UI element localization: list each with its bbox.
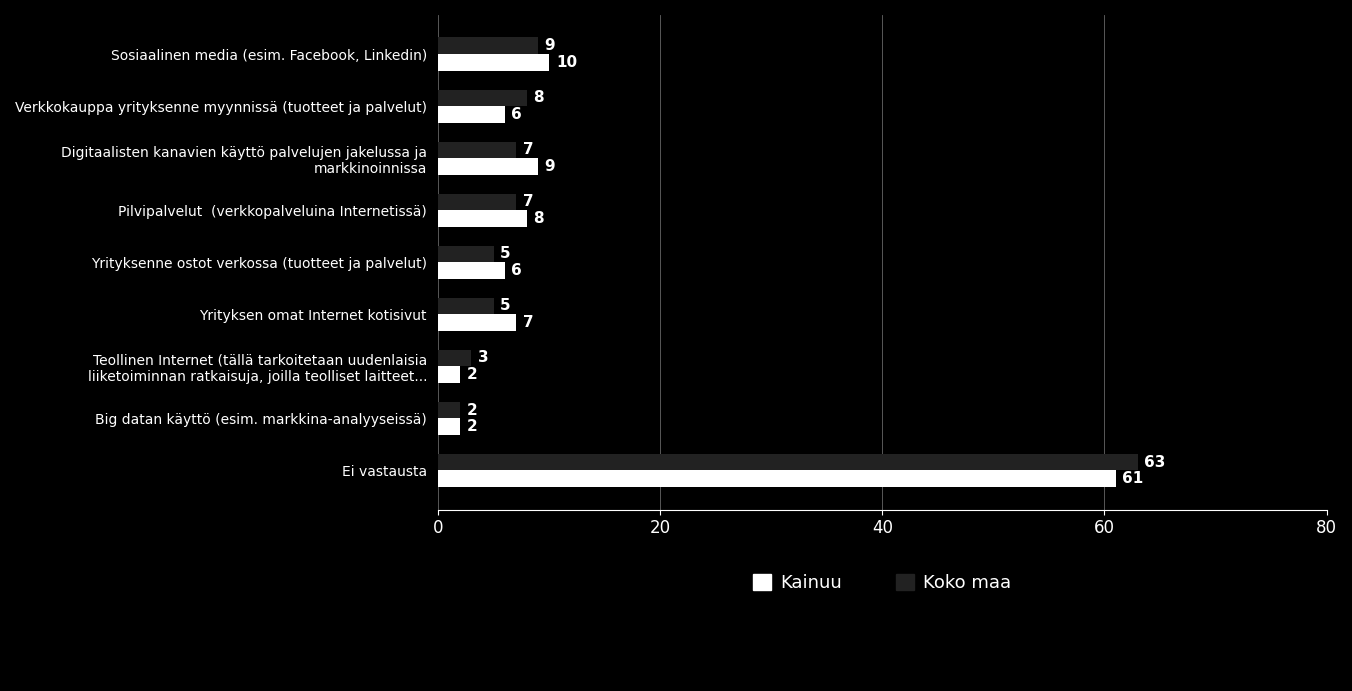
Text: 7: 7 xyxy=(522,315,533,330)
Text: 9: 9 xyxy=(545,38,556,53)
Bar xyxy=(438,366,460,383)
Bar xyxy=(438,471,1115,487)
Bar xyxy=(438,210,527,227)
Bar xyxy=(438,401,460,418)
Text: 6: 6 xyxy=(511,107,522,122)
Bar xyxy=(438,106,504,123)
Bar xyxy=(438,298,493,314)
Bar xyxy=(438,350,472,366)
Text: 2: 2 xyxy=(466,403,477,417)
Text: 5: 5 xyxy=(500,299,511,314)
Bar xyxy=(438,263,504,279)
Text: 2: 2 xyxy=(466,419,477,434)
Text: 61: 61 xyxy=(1122,471,1144,486)
Text: 63: 63 xyxy=(1144,455,1165,470)
Bar xyxy=(438,418,460,435)
Bar xyxy=(438,142,516,158)
Bar xyxy=(438,454,1138,471)
Bar xyxy=(438,90,527,106)
Text: 8: 8 xyxy=(534,211,545,226)
Text: 6: 6 xyxy=(511,263,522,278)
Bar xyxy=(438,245,493,263)
Text: 3: 3 xyxy=(479,350,488,366)
Text: 8: 8 xyxy=(534,91,545,105)
Bar xyxy=(438,37,538,54)
Bar xyxy=(438,54,549,70)
Text: 2: 2 xyxy=(466,367,477,382)
Text: 9: 9 xyxy=(545,159,556,174)
Bar xyxy=(438,314,516,331)
Legend: Kainuu, Koko maa: Kainuu, Koko maa xyxy=(746,567,1018,599)
Text: 7: 7 xyxy=(522,194,533,209)
Text: 5: 5 xyxy=(500,247,511,261)
Bar xyxy=(438,193,516,210)
Text: 7: 7 xyxy=(522,142,533,158)
Bar xyxy=(438,158,538,175)
Text: 10: 10 xyxy=(556,55,577,70)
